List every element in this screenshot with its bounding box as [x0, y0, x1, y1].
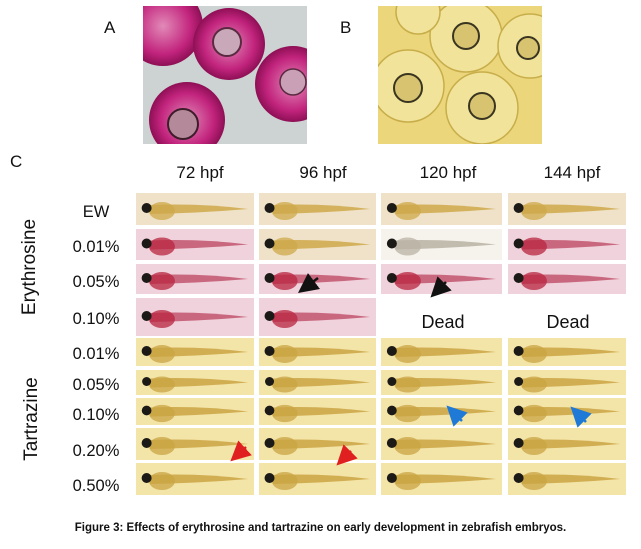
column-header-144hpf: 144 hpf [543, 163, 601, 182]
larva-image [508, 264, 626, 294]
larva-image [259, 463, 376, 495]
row-label-tar-005: 0.05% [72, 376, 120, 394]
row-label-ery-001: 0.01% [72, 238, 120, 256]
larva-image [259, 370, 376, 395]
larva-image [259, 229, 376, 260]
panel-label-a: A [104, 18, 116, 37]
larva-image [381, 193, 502, 225]
larva-image [259, 193, 376, 225]
larva-image [381, 229, 502, 260]
column-header-96hpf: 96 hpf [299, 163, 347, 182]
row-label-tar-010: 0.10% [72, 406, 120, 424]
row-label-ery-010: 0.10% [72, 310, 120, 328]
row-label-tar-050: 0.50% [72, 477, 120, 495]
larva-image [508, 398, 626, 425]
dead-label-ery-010-144hpf: Dead [508, 308, 628, 336]
larva-image [508, 229, 626, 260]
column-header-120hpf: 120 hpf [419, 163, 477, 182]
larva-image [259, 338, 376, 366]
column-header-72hpf: 72 hpf [176, 163, 224, 182]
blue-arrow-144hpf [570, 406, 592, 428]
larva-image [136, 298, 254, 336]
larva-image [136, 229, 254, 260]
panel-label-b: B [340, 18, 352, 37]
dead-label-ery-010-120hpf: Dead [382, 308, 504, 336]
row-label-tar-001: 0.01% [72, 345, 120, 363]
larva-image [136, 463, 254, 495]
larva-image [508, 338, 626, 366]
panel-label-c: C [10, 152, 23, 171]
larva-image [259, 398, 376, 425]
red-arrow-72hpf [230, 440, 252, 462]
larva-image [259, 428, 376, 460]
larva-image [381, 338, 502, 366]
photo-tartrazine-embryos [378, 6, 542, 144]
row-label-ew: EW [82, 203, 110, 221]
black-arrow-120hpf [430, 276, 452, 298]
blue-arrow-120hpf [446, 405, 468, 427]
black-arrow-96hpf [298, 273, 320, 293]
larva-image [508, 193, 626, 225]
larva-image [381, 370, 502, 395]
larva-image [381, 264, 502, 294]
photo-erythrosine-embryos [143, 6, 307, 144]
larva-image [136, 264, 254, 294]
larva-image [508, 463, 626, 495]
row-label-tar-020: 0.20% [72, 442, 120, 460]
larva-image [381, 398, 502, 425]
figure-caption: Figure 3: Effects of erythrosine and tar… [74, 522, 567, 534]
larva-image [508, 370, 626, 395]
larva-image [381, 463, 502, 495]
larva-image [508, 428, 626, 460]
larva-image [136, 193, 254, 225]
larva-image [381, 428, 502, 460]
red-arrow-96hpf [336, 444, 358, 466]
larva-image [136, 338, 254, 366]
larva-image [136, 370, 254, 395]
larva-image [259, 298, 376, 336]
row-label-ery-005: 0.05% [72, 273, 120, 291]
larva-image [136, 398, 254, 425]
